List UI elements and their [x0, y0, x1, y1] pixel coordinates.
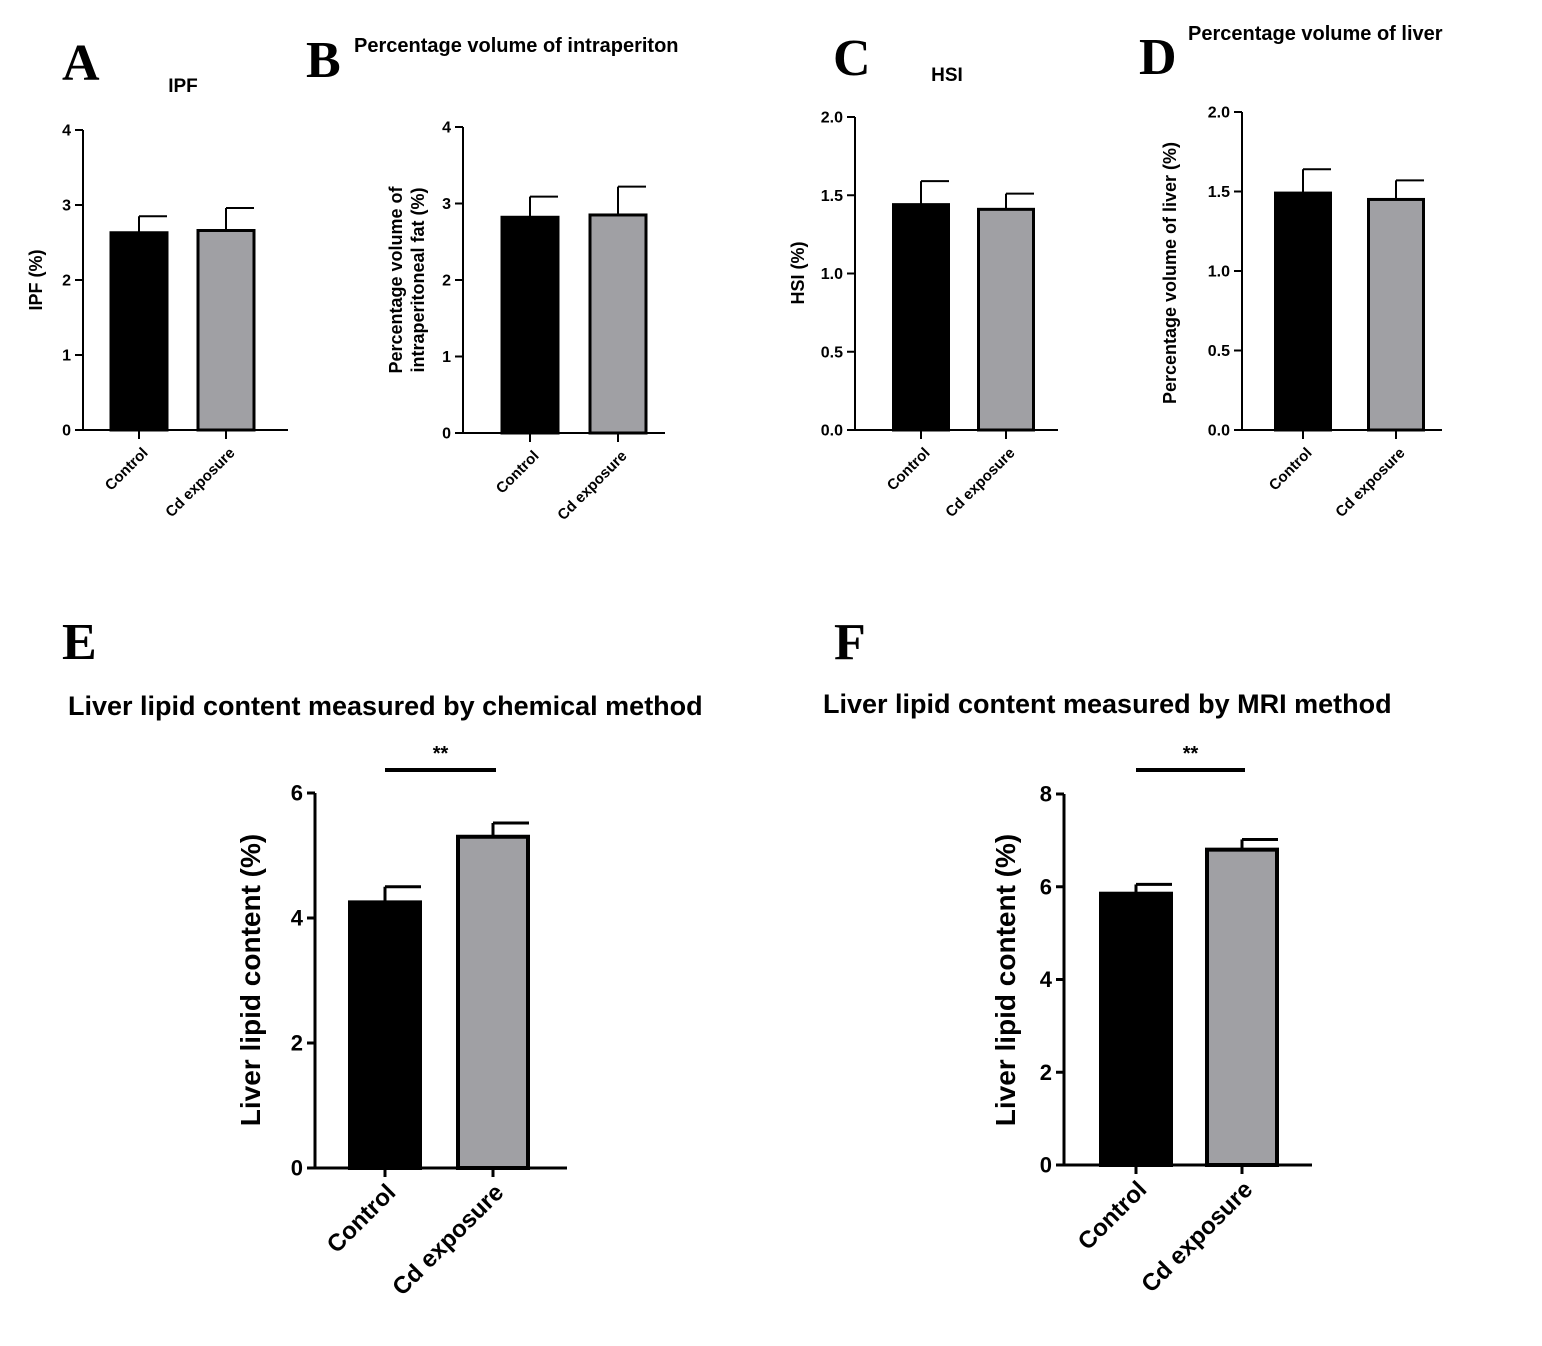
bar-cd-exposure — [1367, 197, 1425, 432]
y-tick-label: 2.0 — [1208, 105, 1230, 122]
y-tick-label: 4 — [442, 120, 451, 137]
y-tick-label: 2 — [291, 1031, 303, 1056]
bar-cd-exposure — [456, 834, 530, 1170]
category-label: Control — [322, 1179, 401, 1258]
panel-c: C HSI HSI (%) 0.0 0.5 1.0 1.5 2.0 Control Cd expo… — [788, 30, 1058, 521]
panel-d: D Percentage volume of liver Percentage vo… — [1139, 23, 1443, 521]
category-label: Control — [102, 445, 152, 495]
panel-letter: E — [62, 614, 97, 671]
y-axis-label: HSI (%) — [788, 241, 808, 304]
bar-control — [348, 900, 422, 1170]
y-tick-label: 0.0 — [1208, 423, 1230, 440]
category-label: Cd exposure — [554, 448, 630, 524]
y-tick-label: 2 — [62, 273, 71, 290]
y-tick-label: 1.0 — [821, 266, 843, 283]
y-tick-label: 2 — [442, 273, 451, 290]
chart-title: HSI — [931, 65, 963, 86]
y-tick-label: 0.5 — [1208, 343, 1230, 360]
y-tick-label: 1.5 — [1208, 184, 1230, 201]
y-tick-label: 2 — [1040, 1060, 1052, 1085]
significance-label: ** — [433, 743, 449, 765]
bar-cd-exposure — [977, 207, 1035, 432]
category-label: Cd exposure — [1136, 1176, 1258, 1298]
y-tick-label: 0 — [291, 1156, 303, 1181]
bar-cd-exposure — [1205, 847, 1279, 1168]
category-label: Cd exposure — [942, 445, 1018, 521]
bar-cd-exposure — [196, 229, 256, 432]
y-tick-label: 2.0 — [821, 110, 843, 127]
panel-letter: B — [306, 32, 341, 89]
y-tick-label: 0.5 — [821, 344, 843, 361]
bar-cd-exposure — [588, 213, 648, 435]
category-label: Control — [884, 445, 934, 495]
bar-control — [892, 203, 950, 432]
significance-label: ** — [1183, 743, 1199, 765]
y-tick-label: 1.0 — [1208, 264, 1230, 281]
y-tick-label: 3 — [442, 196, 451, 213]
y-tick-label: 1.5 — [821, 188, 843, 205]
chart-title: Liver lipid content measured by chemical… — [68, 691, 703, 721]
y-tick-label: 0.0 — [821, 423, 843, 440]
y-tick-label: 0 — [62, 423, 71, 440]
bar-control — [109, 231, 169, 432]
bar-control — [500, 215, 560, 435]
y-axis-label: Percentage volume of intraperitoneal fat … — [386, 185, 428, 373]
chart-title: Percentage volume of intraperiton — [354, 35, 679, 57]
y-tick-label: 1 — [442, 349, 451, 366]
category-label: Control — [1073, 1176, 1152, 1255]
y-axis-label: IPF (%) — [26, 249, 46, 310]
panel-a: A IPF IPF (%) 0 1 2 3 4 Control Cd exposure — [26, 35, 288, 521]
y-tick-label: 0 — [1040, 1153, 1052, 1178]
y-axis-label: Percentage volume of liver (%) — [1160, 142, 1180, 404]
y-axis-label: Liver lipid content (%) — [235, 834, 266, 1126]
y-tick-label: 0 — [442, 426, 451, 443]
chart-title: Percentage volume of liver — [1188, 23, 1443, 45]
y-tick-label: 6 — [1040, 874, 1052, 899]
y-tick-label: 1 — [62, 348, 71, 365]
panel-b: B Percentage volume of intraperiton Percen… — [306, 32, 679, 524]
category-label: Cd exposure — [1332, 445, 1408, 521]
y-tick-label: 6 — [291, 781, 303, 806]
y-tick-label: 4 — [1040, 967, 1053, 992]
panel-letter: A — [62, 35, 100, 92]
panel-letter: D — [1139, 29, 1177, 86]
category-label: Cd exposure — [162, 445, 238, 521]
bar-control — [1099, 891, 1173, 1167]
panel-f: F Liver lipid content measured by MRI met… — [823, 614, 1392, 1298]
panel-letter: F — [834, 614, 866, 671]
y-axis-label-line: intraperitoneal fat (%) — [408, 187, 428, 372]
y-tick-label: 3 — [62, 198, 71, 215]
y-tick-label: 8 — [1040, 782, 1052, 807]
panel-letter: C — [833, 30, 871, 87]
category-label: Control — [1266, 445, 1316, 495]
bar-control — [1274, 191, 1332, 432]
chart-title: Liver lipid content measured by MRI meth… — [823, 689, 1392, 719]
y-axis-label: Liver lipid content (%) — [990, 834, 1021, 1126]
chart-title: IPF — [168, 76, 198, 97]
category-label: Cd exposure — [387, 1179, 509, 1301]
y-tick-label: 4 — [62, 123, 71, 140]
y-tick-label: 4 — [291, 906, 304, 931]
category-label: Control — [493, 448, 543, 498]
y-axis-label-line: Percentage volume of — [386, 185, 406, 373]
panel-e: E Liver lipid content measured by chemica… — [62, 614, 703, 1301]
